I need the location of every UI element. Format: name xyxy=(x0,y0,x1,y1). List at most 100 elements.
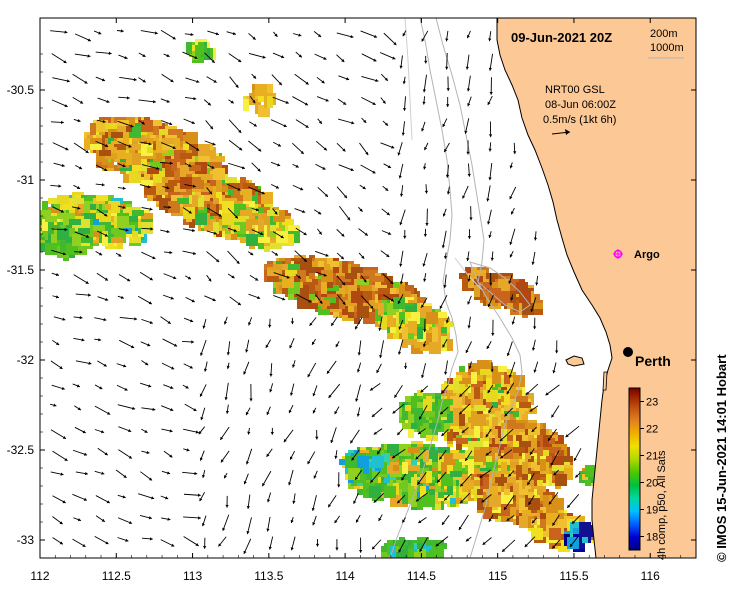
sst-cell xyxy=(387,315,393,327)
current-arrow-head xyxy=(399,193,404,197)
current-arrow-head xyxy=(321,80,325,84)
sst-cell xyxy=(129,159,141,165)
sst-cell xyxy=(189,165,201,171)
sst-cell xyxy=(432,330,438,342)
current-arrow-head xyxy=(166,229,170,234)
current-arrow-head xyxy=(466,35,470,39)
sst-cell xyxy=(474,387,480,399)
sst-cell xyxy=(393,282,399,288)
sst-cell xyxy=(414,453,420,459)
sst-cell xyxy=(429,423,441,429)
sst-cell xyxy=(438,315,444,327)
current-arrow xyxy=(248,52,266,59)
sst-cell xyxy=(123,138,129,144)
current-arrow-head xyxy=(84,80,88,84)
current-arrow-head xyxy=(194,55,198,59)
sst-cell xyxy=(489,288,501,300)
sst-cell xyxy=(414,552,426,558)
current-arrow-head xyxy=(443,255,448,259)
current-arrow-head xyxy=(122,186,126,190)
sst-cell xyxy=(513,375,525,387)
current-arrow xyxy=(442,230,447,249)
sst-cell xyxy=(474,405,486,411)
current-arrow-head xyxy=(422,89,427,93)
sst-cell xyxy=(483,441,489,447)
current-arrow xyxy=(138,99,156,103)
sst-cell xyxy=(480,369,492,375)
current-arrow-head xyxy=(238,147,243,151)
sst-cell xyxy=(417,402,423,408)
current-arrow-head xyxy=(238,59,242,63)
current-arrow xyxy=(117,120,134,128)
sst-cell xyxy=(372,456,384,468)
current-arrow-head xyxy=(391,145,395,149)
current-arrow-head xyxy=(86,234,90,238)
sst-cell xyxy=(555,474,567,486)
current-arrow xyxy=(52,142,69,151)
current-arrow xyxy=(361,76,379,82)
sst-cell xyxy=(513,300,519,312)
sst-cell xyxy=(69,219,81,225)
sst-cell xyxy=(42,201,48,213)
sst-cell xyxy=(270,243,282,249)
current-arrow-head xyxy=(387,165,391,168)
contour-200m-inner xyxy=(469,261,531,313)
current-arrow-head xyxy=(77,206,81,210)
current-arrow-head xyxy=(250,252,254,256)
current-arrow-head xyxy=(373,58,377,62)
current-arrow xyxy=(51,99,68,108)
current-arrow-head xyxy=(235,84,239,88)
sst-cell xyxy=(306,258,312,264)
sst-cell xyxy=(471,267,477,273)
sst-cell xyxy=(441,327,447,333)
sst-cell xyxy=(78,201,84,213)
sst-cell xyxy=(249,201,255,207)
sst-cell xyxy=(285,270,297,276)
current-arrow-head xyxy=(342,282,346,286)
sst-cell xyxy=(270,231,276,237)
current-arrow xyxy=(52,77,70,82)
current-arrow-head xyxy=(168,205,172,209)
current-arrow-head xyxy=(424,146,428,151)
current-arrow-head xyxy=(108,51,112,55)
current-arrow-head xyxy=(79,100,84,104)
current-arrow-head xyxy=(147,185,151,189)
current-arrow-head xyxy=(64,30,68,34)
sst-cell xyxy=(381,546,387,552)
sst-cell xyxy=(441,336,447,348)
sst-cell xyxy=(96,195,108,201)
current-arrow-head xyxy=(465,66,469,70)
current-arrow-head xyxy=(149,207,153,211)
sst-cell xyxy=(462,459,474,465)
current-arrow-head xyxy=(208,278,212,282)
current-arrow-head xyxy=(398,175,402,179)
current-arrow-head xyxy=(193,96,197,101)
sst-cell xyxy=(453,453,465,459)
current-arrow-head xyxy=(122,164,126,168)
sst-cell xyxy=(165,165,171,177)
sst-cell xyxy=(357,306,369,318)
sst-cell xyxy=(141,120,153,132)
current-arrow-head xyxy=(488,38,492,42)
current-arrow-head xyxy=(469,217,473,221)
sst-cell xyxy=(492,417,498,429)
sst-cell xyxy=(270,225,276,231)
current-arrow-head xyxy=(467,103,471,107)
current-arrow-head xyxy=(488,234,492,238)
sst-cell xyxy=(435,486,441,492)
sst-cell xyxy=(312,261,318,267)
current-arrow-head xyxy=(252,100,256,104)
sst-cell xyxy=(543,531,549,537)
current-arrow xyxy=(207,207,222,217)
sst-cell xyxy=(549,438,555,444)
current-arrow xyxy=(360,30,378,38)
current-arrow-head xyxy=(445,66,449,70)
sst-cell xyxy=(99,150,111,156)
sst-cell xyxy=(282,276,294,288)
sst-cell xyxy=(450,471,456,477)
sst-cell xyxy=(408,465,420,471)
sst-cell xyxy=(468,273,474,285)
sst-cell xyxy=(357,279,369,285)
sst-cell xyxy=(414,342,426,348)
sst-cell xyxy=(84,213,96,219)
